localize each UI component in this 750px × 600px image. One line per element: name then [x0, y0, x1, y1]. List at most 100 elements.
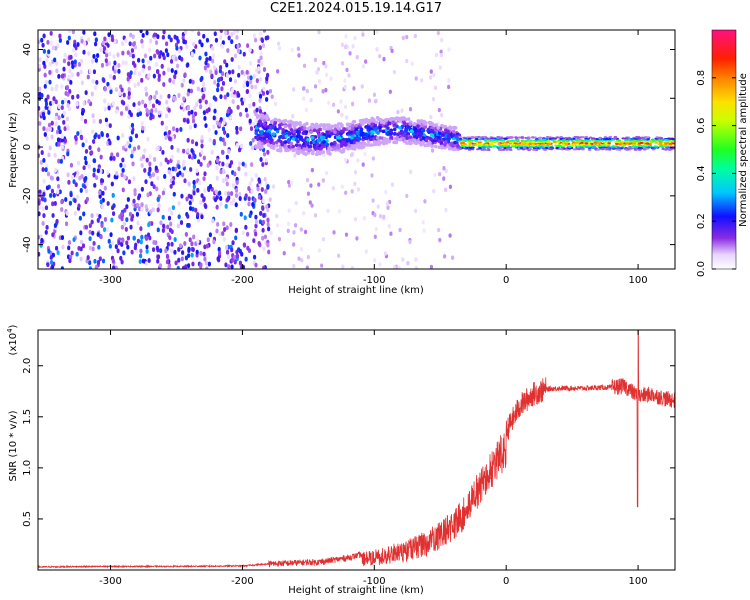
heatmap-cell: [215, 204, 219, 210]
heatmap-cell: [336, 146, 340, 150]
heatmap-cell: [291, 121, 295, 125]
heatmap-cell: [151, 247, 156, 253]
heatmap-cell: [87, 163, 91, 169]
heatmap-cell: [186, 214, 190, 219]
heatmap-cell: [60, 73, 64, 79]
heatmap-cell: [254, 231, 258, 237]
heatmap-cell: [123, 174, 127, 180]
heatmap-cell: [259, 157, 263, 162]
heatmap-cell: [604, 143, 609, 146]
heatmap-cell: [522, 143, 526, 146]
heatmap-cell: [214, 130, 218, 135]
heatmap-cell: [247, 201, 251, 207]
heatmap-cell: [179, 127, 183, 132]
heatmap-cell: [93, 85, 97, 91]
heatmap-cell: [432, 188, 436, 194]
heatmap-cell: [60, 137, 65, 143]
heatmap-cell: [592, 146, 597, 149]
heatmap-cell: [249, 75, 253, 81]
heatmap-cell: [47, 110, 51, 115]
heatmap-cell: [322, 140, 326, 144]
heatmap-cell: [226, 191, 231, 197]
heatmap-cell: [49, 101, 53, 106]
heatmap-cell: [316, 67, 321, 72]
heatmap-cell: [622, 144, 626, 147]
heatmap-cell: [191, 206, 195, 212]
heatmap-cell: [257, 194, 261, 200]
heatmap-cell: [122, 221, 127, 227]
heatmap-cell: [49, 259, 54, 265]
heatmap-cell: [79, 188, 83, 193]
heatmap-cell: [233, 259, 237, 265]
heatmap-cell: [364, 117, 369, 122]
heatmap-cell: [170, 248, 174, 254]
heatmap-cell: [296, 151, 301, 156]
heatmap-cell: [182, 117, 187, 123]
heatmap-cell: [177, 48, 182, 54]
heatmap-cell: [626, 140, 630, 143]
heatmap-cell: [115, 174, 119, 180]
heatmap-cell: [140, 206, 144, 212]
heatmap-cell: [261, 162, 265, 167]
heatmap-cell: [98, 190, 102, 196]
heatmap-cell: [638, 137, 643, 140]
heatmap-cell: [458, 148, 463, 151]
heatmap-cell: [663, 144, 667, 147]
heatmap-cell: [180, 172, 185, 178]
heatmap-cell: [42, 126, 46, 132]
heatmap-cell: [215, 165, 219, 171]
heatmap-cell: [171, 55, 176, 61]
heatmap-cell: [313, 57, 318, 63]
heatmap-cell: [45, 185, 50, 191]
heatmap-cell: [309, 141, 313, 145]
heatmap-cell: [340, 184, 344, 189]
heatmap-cell: [180, 193, 184, 199]
heatmap-cell: [105, 170, 110, 176]
heatmap-cell: [120, 242, 124, 247]
heatmap-cell: [113, 60, 117, 66]
heatmap-cell: [149, 55, 153, 61]
heatmap-cell: [191, 261, 195, 267]
heatmap-cell: [220, 44, 224, 49]
heatmap-cell: [169, 183, 173, 189]
heatmap-cell: [147, 258, 151, 263]
heatmap-cell: [471, 144, 476, 147]
heatmap-cell: [234, 227, 238, 233]
heatmap-cell: [154, 61, 158, 67]
heatmap-cell: [414, 265, 418, 269]
heatmap-cell: [219, 34, 223, 40]
heatmap-cell: [120, 224, 124, 230]
heatmap-cell: [554, 144, 558, 147]
heatmap-cell: [344, 34, 348, 39]
heatmap-cell: [218, 65, 223, 70]
heatmap-cell: [258, 219, 263, 225]
heatmap-cell: [446, 129, 450, 134]
heatmap-cell: [367, 98, 372, 103]
heatmap-cell: [254, 262, 258, 268]
heatmap-cell: [54, 115, 58, 121]
heatmap-cell: [218, 231, 222, 237]
heatmap-cell: [395, 136, 399, 141]
heatmap-cell: [111, 240, 115, 246]
heatmap-cell: [326, 208, 330, 214]
heatmap-cell: [254, 173, 258, 178]
heatmap-cell: [538, 136, 543, 139]
heatmap-cell: [328, 125, 332, 130]
heatmap-cell: [338, 149, 343, 153]
heatmap-cell: [574, 139, 579, 142]
heatmap-cell: [137, 107, 141, 113]
heatmap-cell: [204, 51, 208, 57]
heatmap-cell: [453, 140, 457, 145]
heatmap-cell: [260, 38, 265, 43]
heatmap-cell: [314, 152, 319, 157]
heatmap-cell: [345, 122, 350, 127]
heatmap-cell: [350, 126, 355, 131]
heatmap-cell: [53, 57, 57, 63]
heatmap-cell: [192, 190, 196, 196]
heatmap-cell: [108, 243, 112, 249]
heatmap-cell: [140, 163, 144, 168]
heatmap-cell: [55, 218, 59, 224]
heatmap-cell: [409, 138, 413, 143]
heatmap-cell: [618, 143, 622, 146]
heatmap-cell: [137, 101, 141, 106]
